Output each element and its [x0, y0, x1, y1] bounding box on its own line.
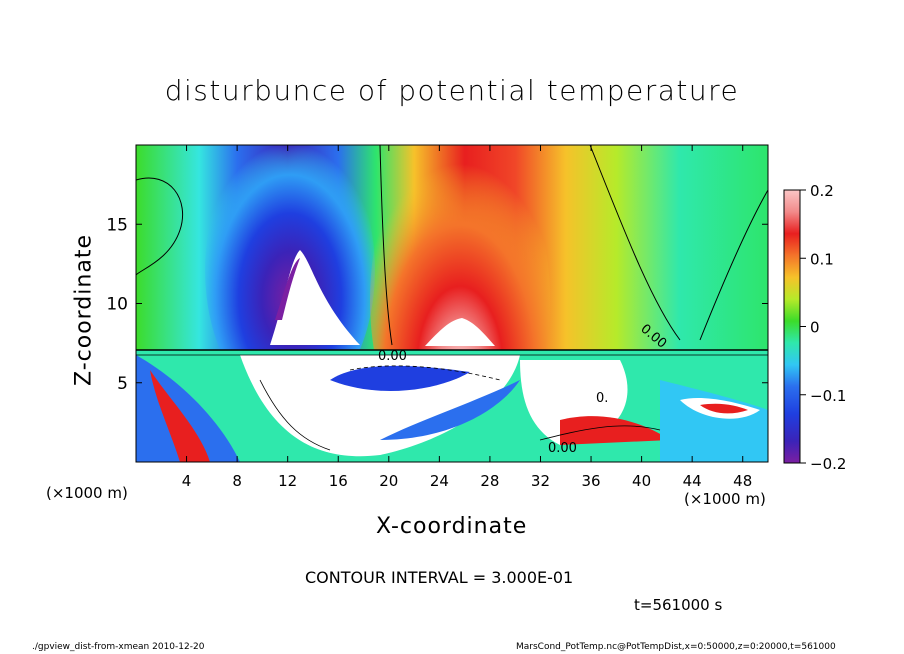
x-tick-label: 20: [379, 472, 398, 490]
y-axis-label: Z-coordinate: [71, 234, 97, 386]
y-axis-ticks: 5 10 15: [106, 215, 768, 394]
x-tick-label: 28: [480, 472, 499, 490]
x-tick-label: 44: [683, 472, 702, 490]
x-tick-label: 12: [278, 472, 297, 490]
x-tick-label: 48: [733, 472, 752, 490]
colorbar-ticks: 0.2 0.1 0 −0.1 −0.2: [800, 182, 846, 473]
contour-label: 0.: [596, 391, 608, 406]
colorbar: [783, 189, 801, 464]
x-axis-ticks: 4 8 12 16 20 24 28 32 36 40 44 48: [182, 145, 752, 490]
x-tick-label: 4: [182, 472, 192, 490]
time-note: t=561000 s: [634, 596, 723, 614]
footer-right: MarsCond_PotTemp.nc@PotTempDist,x=0:5000…: [516, 642, 836, 652]
contour-label: 0.00: [548, 441, 577, 456]
x-axis-label: X-coordinate: [376, 514, 528, 539]
colorbar-tick-label: 0.2: [810, 182, 834, 200]
colorbar-tick-label: −0.2: [810, 455, 846, 473]
y-tick-label: 15: [106, 215, 128, 235]
colorbar-tick-label: 0.1: [810, 250, 834, 268]
colorbar-tick-label: −0.1: [810, 387, 846, 405]
colorbar-tick-label: 0: [810, 319, 820, 337]
x-tick-label: 40: [632, 472, 651, 490]
contour-interval-note: CONTOUR INTERVAL = 3.000E-01: [305, 568, 574, 587]
chart-title: disturbunce of potential temperature: [164, 74, 740, 107]
heatmap-field: [136, 145, 768, 462]
y-tick-label: 10: [106, 295, 128, 315]
x-tick-label: 16: [329, 472, 348, 490]
x-tick-label: 36: [581, 472, 600, 490]
x-tick-label: 32: [531, 472, 550, 490]
x-unit-label-right: (×1000 m): [684, 490, 766, 508]
contour-label: 0.00: [378, 349, 407, 364]
x-tick-label: 24: [430, 472, 449, 490]
x-unit-label-left: (×1000 m): [46, 484, 128, 502]
x-tick-label: 8: [232, 472, 242, 490]
y-tick-label: 5: [117, 374, 128, 394]
footer-left: ./gpview_dist-from-xmean 2010-12-20: [32, 642, 205, 652]
